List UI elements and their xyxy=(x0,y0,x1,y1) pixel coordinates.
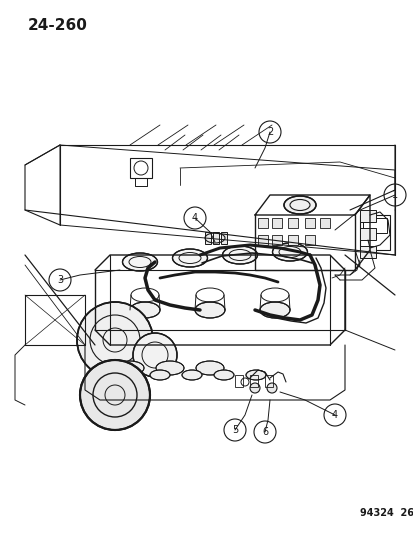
Ellipse shape xyxy=(195,302,224,318)
Circle shape xyxy=(323,404,345,426)
Bar xyxy=(257,218,267,228)
Bar xyxy=(287,235,297,245)
Bar xyxy=(204,232,211,244)
Bar xyxy=(359,228,375,240)
Circle shape xyxy=(183,207,206,229)
Ellipse shape xyxy=(214,370,233,380)
Circle shape xyxy=(223,419,245,441)
Text: 94324  260: 94324 260 xyxy=(359,508,413,518)
Ellipse shape xyxy=(172,249,207,267)
Ellipse shape xyxy=(272,243,307,261)
Ellipse shape xyxy=(245,370,266,380)
Bar xyxy=(264,375,272,387)
Ellipse shape xyxy=(182,370,202,380)
Ellipse shape xyxy=(130,302,159,318)
Text: 4: 4 xyxy=(331,410,337,420)
Bar xyxy=(319,218,329,228)
Text: 3: 3 xyxy=(57,275,63,285)
Ellipse shape xyxy=(283,196,315,214)
Circle shape xyxy=(266,383,276,393)
Ellipse shape xyxy=(122,253,157,271)
Circle shape xyxy=(80,360,150,430)
Bar xyxy=(304,218,314,228)
Ellipse shape xyxy=(259,302,289,318)
Text: 6: 6 xyxy=(261,427,267,437)
Bar xyxy=(249,375,257,387)
Circle shape xyxy=(49,269,71,291)
Text: 2: 2 xyxy=(266,127,273,137)
Circle shape xyxy=(133,333,177,377)
Ellipse shape xyxy=(222,246,257,264)
Ellipse shape xyxy=(156,361,183,375)
Ellipse shape xyxy=(150,370,170,380)
Bar xyxy=(271,218,281,228)
Bar xyxy=(287,218,297,228)
Circle shape xyxy=(77,302,153,378)
Text: 24-260: 24-260 xyxy=(28,18,88,33)
Text: 1: 1 xyxy=(391,190,397,200)
Ellipse shape xyxy=(116,361,144,375)
Bar xyxy=(257,235,267,245)
Bar xyxy=(271,235,281,245)
Circle shape xyxy=(254,421,275,443)
Bar xyxy=(212,232,218,244)
Bar xyxy=(235,375,242,387)
Text: 4: 4 xyxy=(192,213,197,223)
Circle shape xyxy=(259,121,280,143)
Bar xyxy=(221,232,226,244)
Bar xyxy=(362,218,386,233)
Text: 5: 5 xyxy=(231,425,237,435)
Bar xyxy=(359,215,389,250)
Bar xyxy=(130,158,152,178)
Bar xyxy=(304,235,314,245)
Bar xyxy=(359,246,375,258)
Circle shape xyxy=(383,184,405,206)
Circle shape xyxy=(249,383,259,393)
Bar xyxy=(359,210,375,222)
Ellipse shape xyxy=(195,361,223,375)
